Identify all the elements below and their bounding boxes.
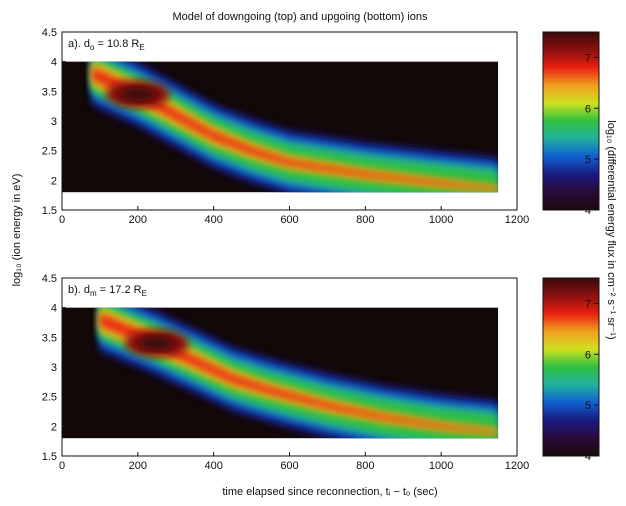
colorbar-tick-label-b-1: 5 [585,400,591,412]
y-tick-label-a-1: 2 [51,175,57,187]
flux-band-a-2 [92,61,499,193]
panel-label-value-a: = 10.8 R [97,38,139,50]
colorbar-tick-label-a-2: 6 [585,103,591,115]
y-tick-label-b-5: 4 [51,303,57,315]
heatmap-a [92,61,499,193]
panels: 0 200 400 600 800 1000 1200 1.5 2 2.5 3 3.5 4 4.5 a). … [42,27,600,472]
panel-label-sub-a: o [90,43,95,52]
x-tick-label-b-3: 600 [280,460,298,472]
panel-label-b: b). dm = 17.2 RE [68,284,147,298]
panel-label-prefix-b: b). d [68,284,90,296]
colorbar-tick-label-b-0: 4 [585,451,591,463]
y-tick-label-a-0: 1.5 [42,205,57,217]
flux-band-a-6 [92,67,499,191]
panel-label-sub-b: m [90,289,97,298]
y-tick-label-b-3: 3 [51,362,57,374]
x-tick-label-b-2: 400 [204,460,222,472]
y-tick-label-b-0: 1.5 [42,451,57,463]
x-tick-label-b-5: 1000 [429,460,453,472]
x-tick-label-a-0: 0 [59,214,65,226]
x-tick-label-a-5: 1000 [429,214,453,226]
colorbar-tick-label-a-1: 5 [585,154,591,166]
flux-band-b-3 [99,307,499,439]
panel-label-value-b: = 17.2 R [100,284,142,296]
x-tick-label-b-6: 1200 [505,460,529,472]
x-tick-label-a-1: 200 [129,214,147,226]
colorbar-tick-label-b-2: 6 [585,349,591,361]
x-tick-label-b-0: 0 [59,460,65,472]
y-tick-label-a-2: 2.5 [42,146,57,158]
chart-title: Model of downgoing (top) and upgoing (bo… [173,11,428,23]
flux-core-a [119,87,156,102]
x-tick-label-b-4: 800 [356,460,374,472]
x-tick-label-b-1: 200 [129,460,147,472]
panel-label-unit-sub-b: E [142,289,147,298]
panel-label-unit-sub-a: E [139,43,144,52]
x-tick-label-a-4: 800 [356,214,374,226]
colorbar-b [542,277,600,457]
panel-label-prefix-a: a). d [68,38,90,50]
y-tick-label-a-6: 4.5 [42,27,57,39]
y-tick-label-b-2: 2.5 [42,392,57,404]
y-tick-label-a-5: 4 [51,57,57,69]
y-tick-label-b-4: 3.5 [42,332,57,344]
colorbar-tick-label-a-3: 7 [585,52,591,64]
colorbar-tick-label-b-3: 7 [585,298,591,310]
colorbar-tick-label-a-0: 4 [585,205,591,217]
colorbar-a [542,31,600,211]
y-axis-title: log₁₀ (ion energy in eV) [11,174,23,287]
x-tick-label-a-6: 1200 [505,214,529,226]
panel-label-a: a). do = 10.8 RE [68,38,145,52]
y-tick-label-b-1: 2 [51,421,57,433]
x-axis-title: time elapsed since reconnection, tᵢ − tₒ… [222,486,437,498]
y-tick-label-a-4: 3.5 [42,86,57,98]
y-tick-label-b-6: 4.5 [42,273,57,285]
x-tick-label-a-3: 600 [280,214,298,226]
y-tick-label-a-3: 3 [51,116,57,128]
heatmap-b [99,307,499,439]
x-tick-label-a-2: 400 [204,214,222,226]
colorbar-title: log₁₀ (differential energy flux in cm⁻² … [605,120,617,339]
flux-core-b [138,336,175,351]
